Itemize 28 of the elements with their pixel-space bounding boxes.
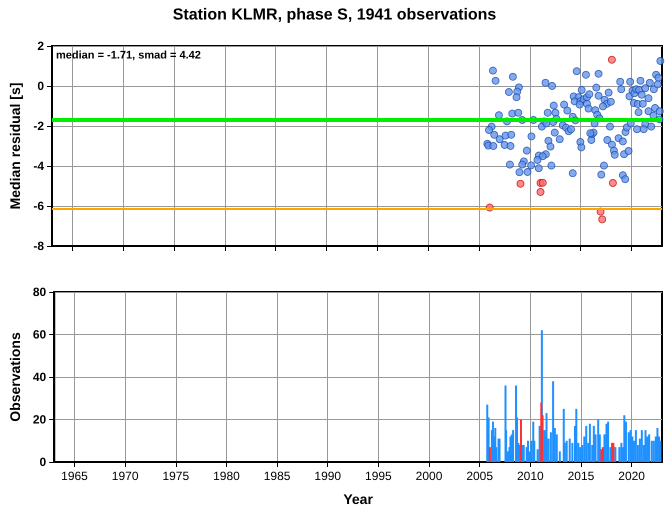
chart-title: Station KLMR, phase S, 1941 observations [172, 6, 496, 24]
x-tick-label: 2020 [618, 469, 646, 483]
x-tick-label: 1995 [365, 469, 392, 483]
x-tick-label: 1975 [162, 469, 190, 483]
x-tick-label: 2000 [416, 469, 443, 483]
y-tick-label: 2 [37, 39, 44, 53]
x-tick-label: 1980 [213, 469, 240, 483]
x-tick-label: 1985 [264, 469, 291, 483]
y-axis-title: Observations [7, 332, 23, 422]
y-tick-label: 20 [32, 412, 47, 426]
y-tick-label: 0 [40, 455, 47, 469]
x-tick-label: 2010 [516, 469, 544, 483]
y-tick-label: 60 [32, 328, 47, 342]
x-tick-label: 1990 [314, 469, 342, 483]
x-tick-label: 2015 [568, 469, 595, 483]
y-tick-label: 40 [32, 370, 47, 384]
annotation: median = -1.71, smad = 4.42 [56, 50, 201, 62]
y-tick-label: 80 [32, 285, 47, 299]
x-tick-label: 1970 [112, 469, 139, 483]
y-tick-label: -4 [33, 159, 44, 173]
y-tick-label: -8 [33, 239, 44, 253]
y-axis-title: Median residual [s] [7, 82, 23, 210]
x-tick-label: 2005 [466, 469, 494, 483]
y-tick-label: -6 [33, 199, 44, 213]
x-tick-label: 1965 [61, 469, 88, 483]
y-tick-label: 0 [37, 79, 44, 93]
y-tick-label: -2 [33, 119, 44, 133]
x-axis-title: Year [343, 491, 374, 507]
